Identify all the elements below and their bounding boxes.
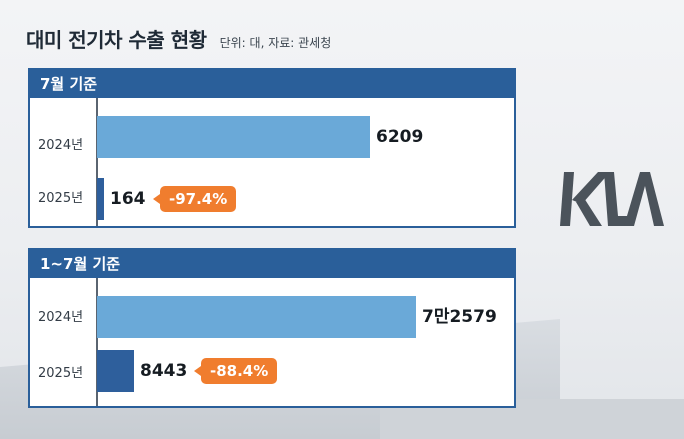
panel-jan-jul-label-2025: 2025년	[38, 366, 84, 381]
panel-july-label-2025: 2025년	[38, 191, 84, 206]
chart-title: 대미 전기차 수출 현황	[26, 28, 207, 52]
kia-logo	[560, 172, 664, 226]
panel-jan-jul-value-2025: 8443	[140, 361, 188, 381]
panel-jan-jul-bar-2024	[97, 296, 416, 338]
panel-jan-jul-title: 1~7월 기준	[30, 250, 514, 278]
panel-july: 7월 기준 2024년 6209 2025년 164 -97.4%	[28, 68, 516, 228]
panel-jan-jul-value-2024: 7만2579	[422, 307, 497, 327]
chart-header: 대미 전기차 수출 현황 단위: 대, 자료: 관세청	[26, 24, 331, 60]
panel-july-axis	[96, 98, 98, 226]
panel-july-title: 7월 기준	[30, 70, 514, 98]
panel-jan-jul-body: 2024년 7만2579 2025년 8443 -88.4%	[30, 278, 514, 406]
panel-jan-jul-change-badge: -88.4%	[193, 358, 278, 384]
panel-jan-jul-axis	[96, 278, 98, 406]
panel-july-bar-2024	[97, 116, 370, 158]
panel-july-bar-2025	[97, 178, 104, 220]
panel-july-value-2025: 164	[110, 189, 146, 209]
panel-july-change-badge: -97.4%	[152, 186, 237, 212]
panel-jan-jul: 1~7월 기준 2024년 7만2579 2025년 8443 -88.4%	[28, 248, 516, 408]
panel-july-body: 2024년 6209 2025년 164 -97.4%	[30, 98, 514, 226]
chart-subtitle: 단위: 대, 자료: 관세청	[219, 36, 332, 50]
panel-july-value-2024: 6209	[376, 127, 424, 147]
panel-jan-jul-bar-2025	[97, 350, 134, 392]
panel-july-label-2024: 2024년	[38, 138, 84, 153]
panel-jan-jul-label-2024: 2024년	[38, 310, 84, 325]
